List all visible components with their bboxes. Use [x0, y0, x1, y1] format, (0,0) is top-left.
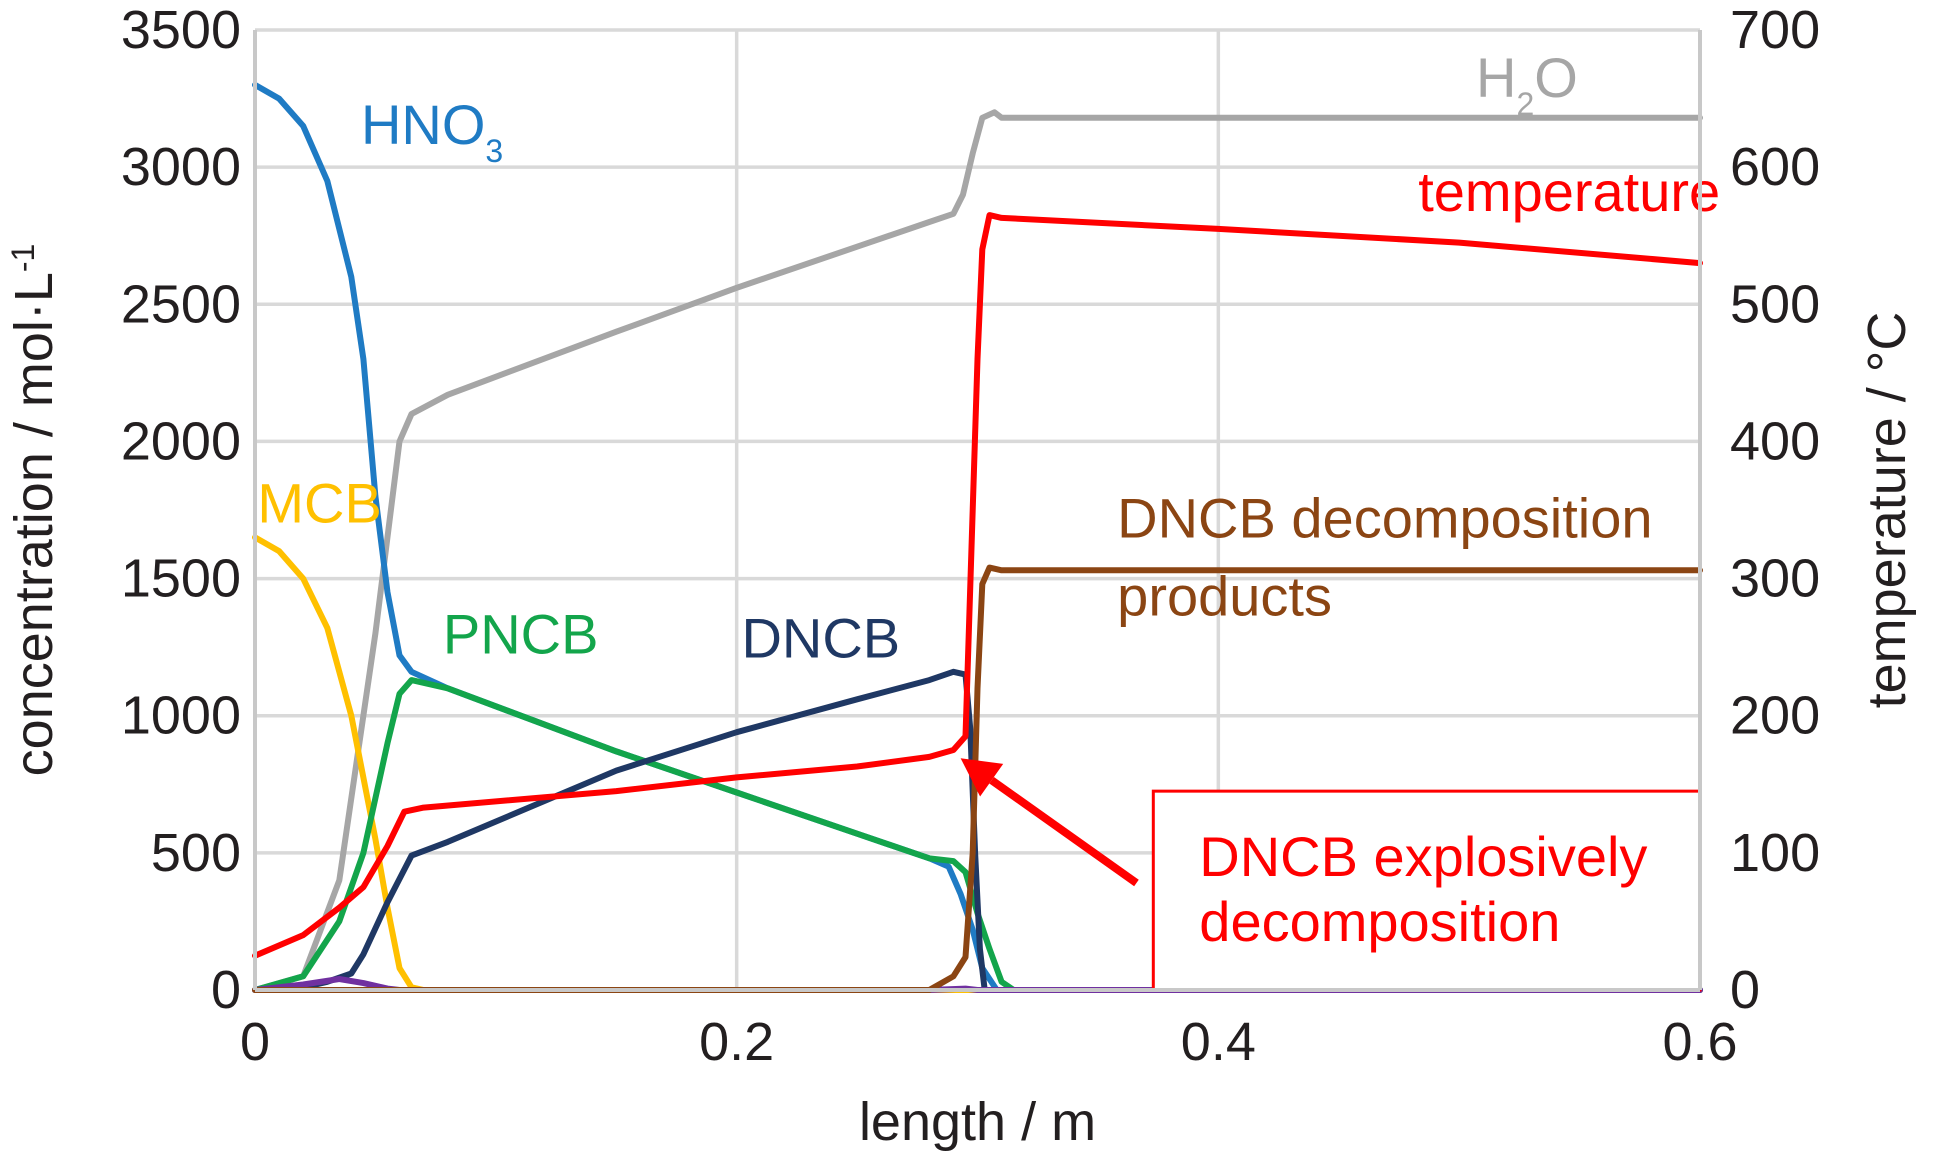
- y-left-axis-title-superscript: -1: [5, 244, 41, 272]
- series-label-mcb: MCB: [257, 471, 381, 534]
- series-label-temperature: temperature: [1418, 160, 1720, 223]
- explosion-callout-box: [1151, 789, 1702, 992]
- series-label-dncb: DNCB: [741, 607, 900, 670]
- decomposition-products-label-line1: DNCB decomposition: [1117, 486, 1652, 549]
- y-right-tick-label-0: 0: [1730, 960, 1760, 1020]
- series-label-h2o: H2O: [1476, 46, 1578, 122]
- y-right-tick-label-5: 500: [1730, 274, 1820, 334]
- x-axis-title: length / m: [859, 1092, 1096, 1152]
- y-left-tick-label-3: 1500: [121, 549, 241, 609]
- y-right-tick-label-6: 600: [1730, 137, 1820, 197]
- x-tick-label-1: 0.2: [699, 1012, 774, 1072]
- series-label-h2o-rest: O: [1534, 46, 1578, 109]
- series-label-h2o-main: H: [1476, 46, 1516, 109]
- annotations: DNCB decomposition products DNCB explosive…: [960, 486, 1702, 992]
- y-left-axis-title-text: concentration / mol·L: [4, 272, 64, 776]
- y-right-tick-label-7: 700: [1730, 0, 1820, 60]
- explosion-arrow-shaft: [989, 776, 1139, 887]
- y-left-tick-label-7: 3500: [121, 0, 241, 60]
- axes: 0 0.2 0.4 0.6050010001500200025003000350001…: [121, 0, 1820, 1072]
- y-left-tick-label-1: 500: [151, 823, 241, 883]
- y-right-axis-title: temperature / °C: [1857, 312, 1917, 709]
- series-labels: H2O HNO3 temperature MCB PNCB DNCB: [257, 46, 1720, 669]
- explosion-arrow-head: [960, 758, 1004, 797]
- series-label-hno3-main: HNO: [361, 93, 485, 156]
- y-left-axis-title: concentration / mol·L-1: [4, 244, 64, 777]
- y-left-tick-label-6: 3000: [121, 137, 241, 197]
- y-left-tick-label-0: 0: [211, 960, 241, 1020]
- y-left-tick-label-5: 2500: [121, 274, 241, 334]
- y-right-tick-label-4: 400: [1730, 411, 1820, 471]
- y-left-tick-label-4: 2000: [121, 411, 241, 471]
- decomposition-products-label-line2: products: [1117, 564, 1332, 627]
- y-left-tick-label-2: 1000: [121, 686, 241, 746]
- y-right-tick-label-1: 100: [1730, 823, 1820, 883]
- x-tick-label-2: 0.4: [1181, 1012, 1256, 1072]
- explosion-callout-line1: DNCB explosively: [1199, 825, 1647, 888]
- explosion-callout-line2: decomposition: [1199, 890, 1560, 953]
- series-line-temperature: [252, 212, 1703, 959]
- series-line-h2o: [252, 109, 1703, 993]
- x-tick-label-0: 0: [240, 1012, 270, 1072]
- series-label-hno3-subscript: 3: [485, 133, 503, 169]
- series-label-h2o-subscript: 2: [1516, 86, 1534, 122]
- x-tick-label-3: 0.6: [1662, 1012, 1737, 1072]
- series-line-pncb: [252, 677, 1703, 993]
- series-label-pncb: PNCB: [443, 602, 599, 665]
- y-right-tick-label-2: 200: [1730, 686, 1820, 746]
- series-label-hno3: HNO3: [361, 93, 503, 169]
- y-right-tick-label-3: 300: [1730, 549, 1820, 609]
